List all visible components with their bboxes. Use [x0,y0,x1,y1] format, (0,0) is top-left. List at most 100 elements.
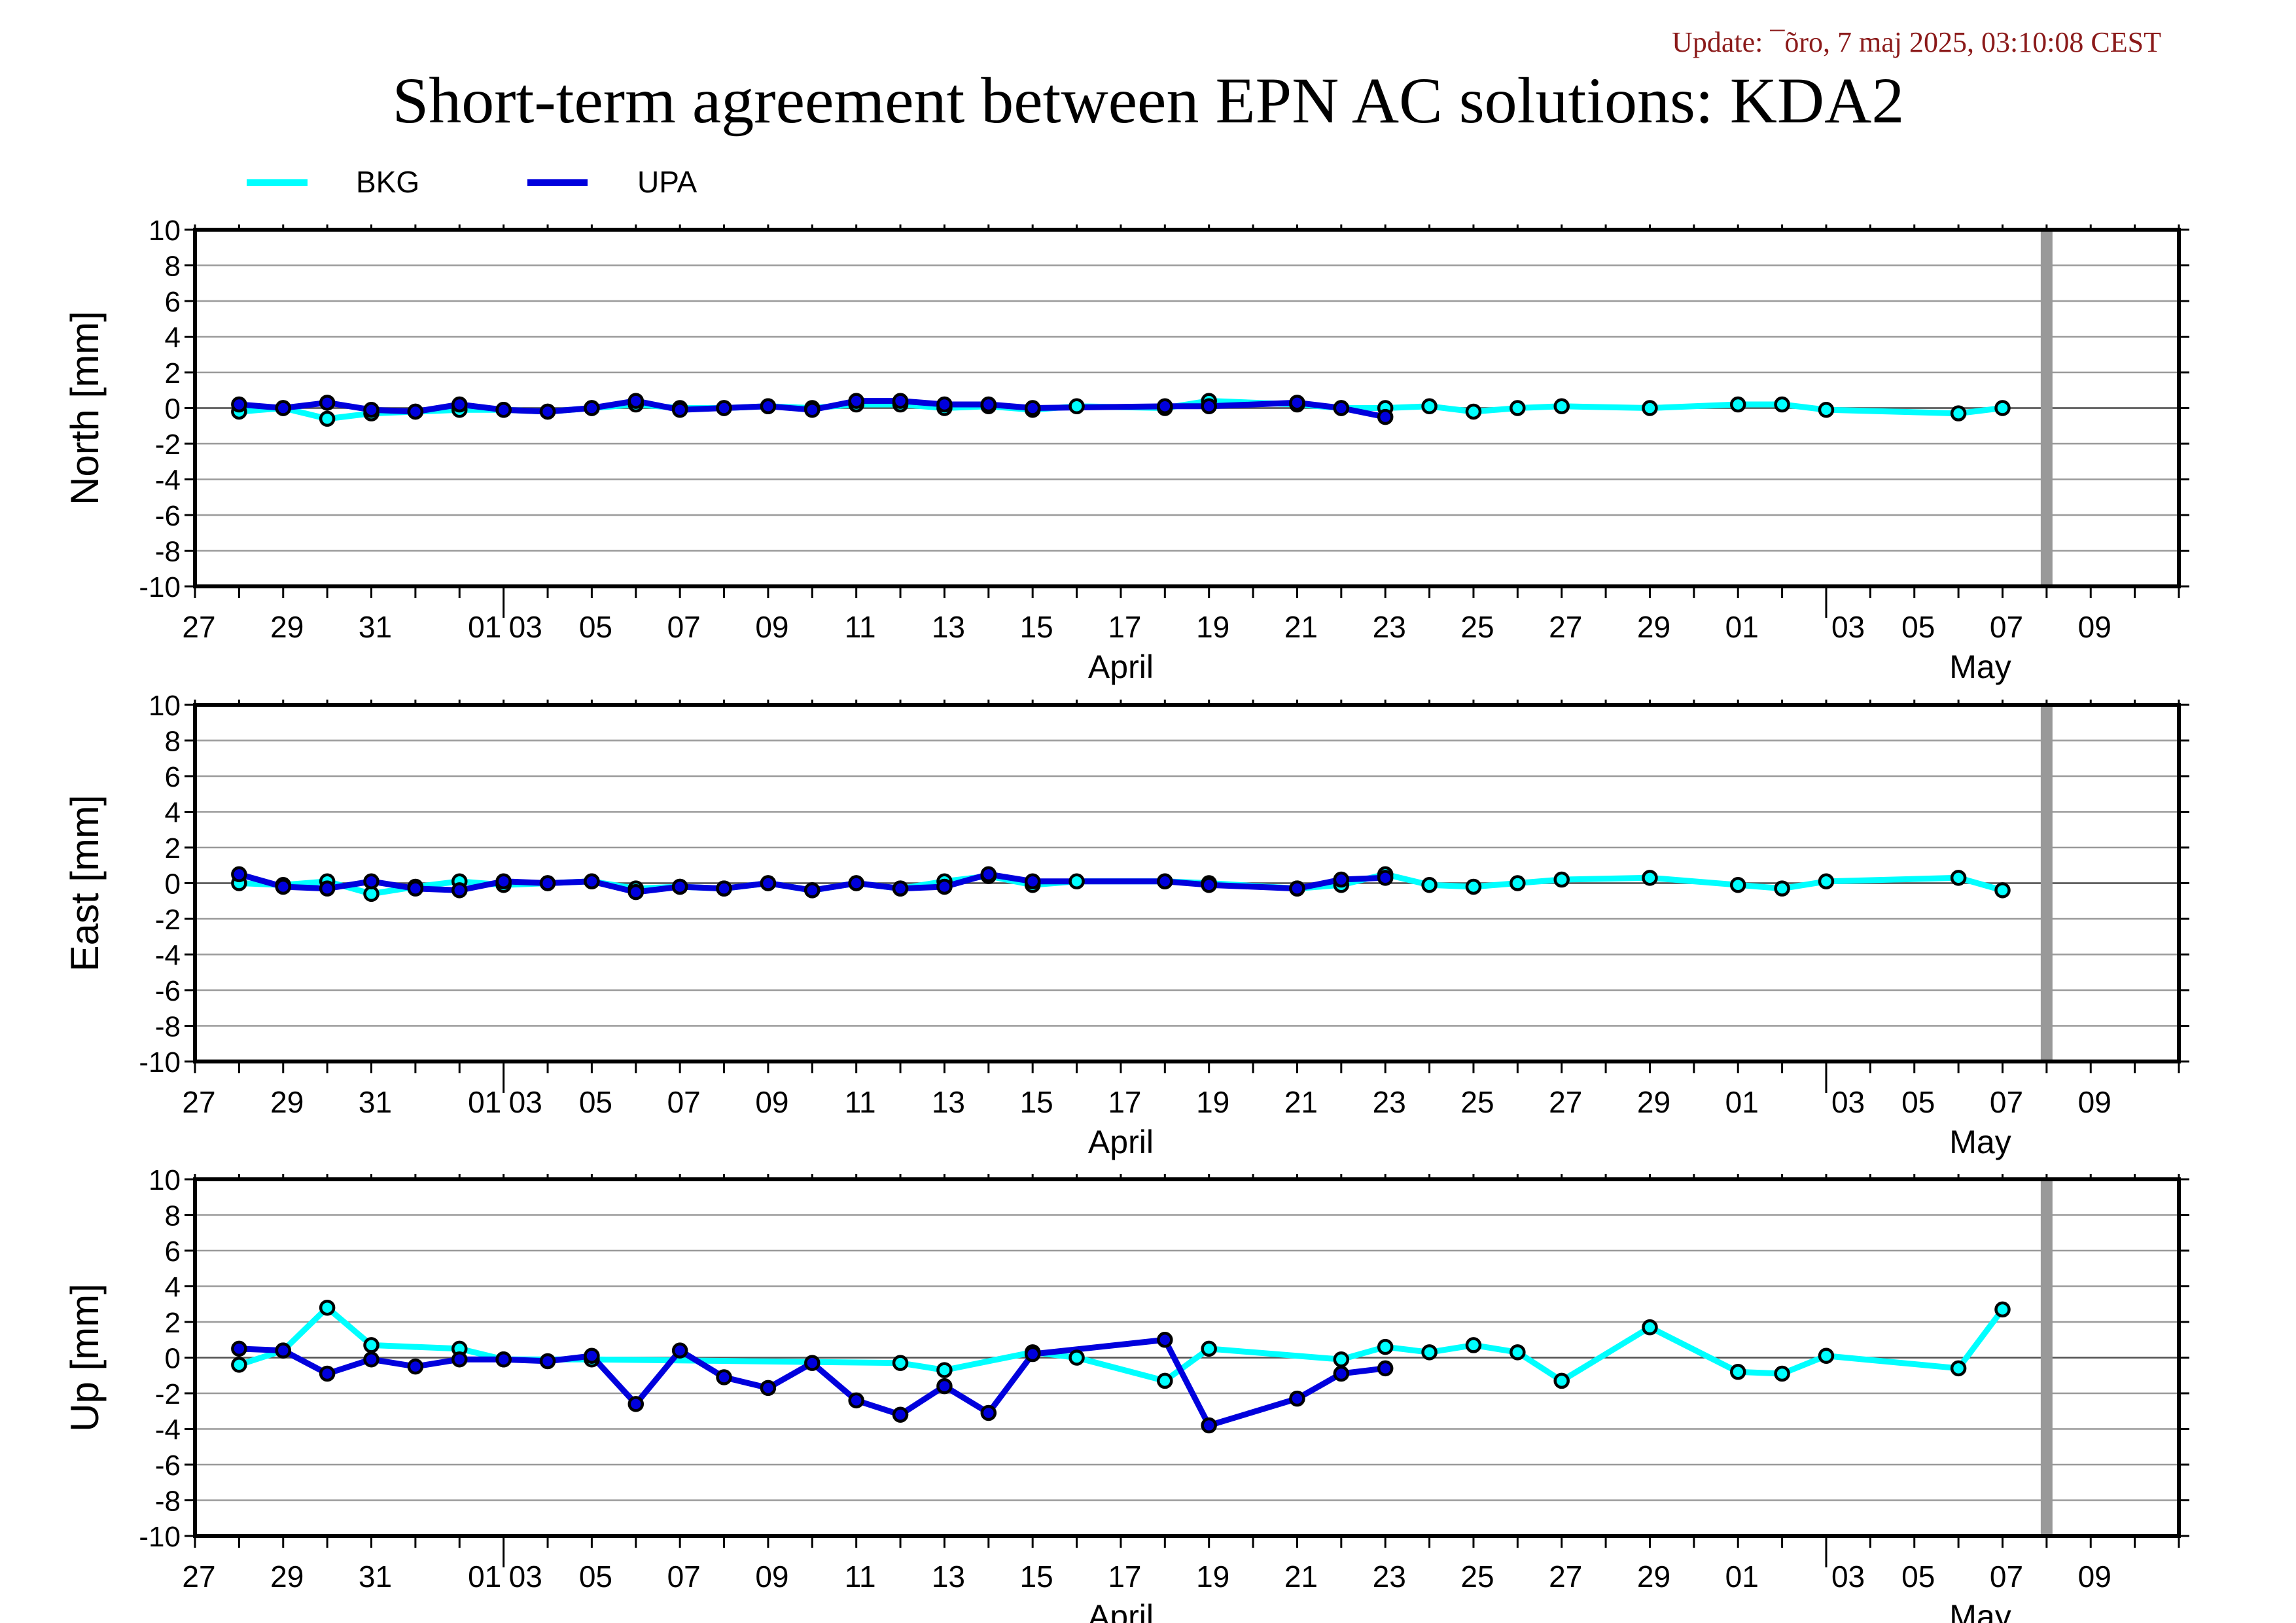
vertical-marker [2040,1179,2053,1536]
x-tick-label: 27 [1549,1085,1582,1119]
data-point-upa [804,401,821,418]
x-tick-label: 01 [468,610,501,644]
x-tick-label: 27 [182,1560,215,1594]
x-tick-label: 13 [932,610,965,644]
data-point-bkg [1421,1344,1438,1361]
data-point-upa [760,875,777,891]
data-point-upa [1157,873,1173,890]
x-tick-label: 21 [1284,1085,1318,1119]
x-tick-label: 31 [359,1560,392,1594]
update-timestamp: Update: ¯õro, 7 maj 2025, 03:10:08 CEST [1672,26,2161,58]
y-tick-label: 2 [165,832,181,865]
x-tick-label: 29 [1637,1085,1670,1119]
x-tick-label: 09 [2078,1560,2111,1594]
data-point-bkg [1774,396,1790,413]
data-point-bkg [1642,1319,1658,1336]
x-tick-label: 07 [667,1085,701,1119]
data-point-bkg [892,1355,909,1371]
x-tick-label: 05 [579,610,612,644]
vertical-marker [2040,230,2053,586]
y-tick-label: -6 [155,500,181,532]
data-point-upa [627,1396,645,1412]
y-tick-label: 6 [165,286,181,318]
x-tick-label: 05 [579,1560,612,1594]
data-point-bkg [1642,400,1658,416]
legend: BKG UPA [247,165,697,199]
x-tick-label: 21 [1284,1560,1318,1594]
data-point-upa [319,395,336,411]
data-point-bkg [231,1357,247,1373]
data-point-upa [584,1347,600,1364]
x-tick-label: 11 [845,1085,876,1119]
x-tick-label: 03 [509,610,542,644]
chart-title: Short-term agreement between EPN AC solu… [393,64,1905,137]
y-tick-label: 10 [149,690,181,722]
data-point-upa [1201,876,1217,893]
data-point-bkg [1994,1301,2011,1318]
x-tick-label: 23 [1373,610,1406,644]
data-point-upa [936,396,953,413]
x-tick-label: 27 [182,610,215,644]
data-point-bkg [1510,875,1526,891]
data-point-bkg [1069,398,1085,415]
data-point-upa [716,400,732,416]
y-tick-label: 0 [165,393,181,425]
legend-label-upa: UPA [637,165,697,199]
data-point-bkg [1510,1344,1526,1361]
data-point-upa [363,1351,380,1368]
data-point-upa [363,401,380,418]
x-tick-label: 01 [1725,610,1759,644]
data-point-bkg [1950,405,1967,421]
data-point-bkg [1069,1349,1085,1366]
x-tick-label: 27 [1549,610,1582,644]
data-point-bkg [363,1337,380,1353]
y-tick-label: 6 [165,761,181,793]
y-tick-label: -10 [139,571,181,603]
x-tick-label: 03 [509,1560,542,1594]
data-point-bkg [1465,878,1482,895]
y-tick-label: 10 [149,215,181,247]
data-point-upa [804,1355,821,1371]
x-tick-label: 09 [755,610,788,644]
y-tick-label: -10 [139,1046,181,1079]
x-tick-label: 17 [1108,610,1141,644]
data-point-upa [275,878,292,895]
x-tick-label: 31 [359,1085,392,1119]
x-tick-label: 07 [667,610,701,644]
data-point-upa [319,880,336,897]
data-point-bkg [1333,1351,1350,1368]
x-tick-label: 11 [845,610,876,644]
data-point-upa [760,1380,777,1397]
y-tick-label: -8 [155,536,181,568]
data-point-bkg [1774,880,1790,897]
y-tick-label: 6 [165,1236,181,1268]
y-tick-label: 4 [165,1272,181,1304]
data-point-upa [1201,1417,1217,1434]
x-tick-label: 09 [2078,610,2111,644]
data-point-upa [584,400,600,416]
data-point-upa [848,393,864,409]
data-point-upa [407,403,424,420]
data-point-upa [980,396,997,413]
y-tick-label: 8 [165,251,181,283]
x-tick-label: 17 [1108,1085,1141,1119]
data-point-upa [451,396,468,413]
y-tick-label: -4 [155,465,181,497]
data-point-upa [627,393,645,409]
x-tick-label: 01 [468,1560,501,1594]
data-point-bkg [1774,1365,1790,1382]
x-tick-label: 29 [1637,1560,1670,1594]
month-label: April [1088,1124,1154,1160]
month-label: May [1949,1598,2011,1623]
data-point-upa [1289,1390,1305,1407]
y-tick-label: -2 [155,1378,181,1410]
x-tick-label: 15 [1020,1085,1053,1119]
x-tick-label: 01 [468,1085,501,1119]
x-tick-label: 07 [1990,610,2023,644]
data-point-upa [1377,870,1394,886]
data-point-bkg [1201,1340,1217,1357]
x-tick-label: 21 [1284,610,1318,644]
data-point-upa [671,878,688,895]
data-point-bkg [1465,403,1482,420]
